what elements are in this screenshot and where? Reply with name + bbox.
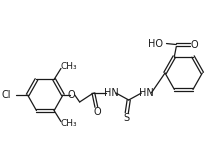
Text: CH₃: CH₃ [60, 119, 77, 128]
Text: O: O [68, 90, 76, 100]
Text: S: S [124, 113, 130, 123]
Text: O: O [190, 40, 198, 50]
Text: HN: HN [139, 88, 154, 98]
Text: O: O [94, 107, 101, 117]
Text: CH₃: CH₃ [60, 62, 77, 71]
Text: HO: HO [148, 39, 162, 49]
Text: HN: HN [104, 88, 118, 98]
Text: Cl: Cl [2, 90, 11, 100]
